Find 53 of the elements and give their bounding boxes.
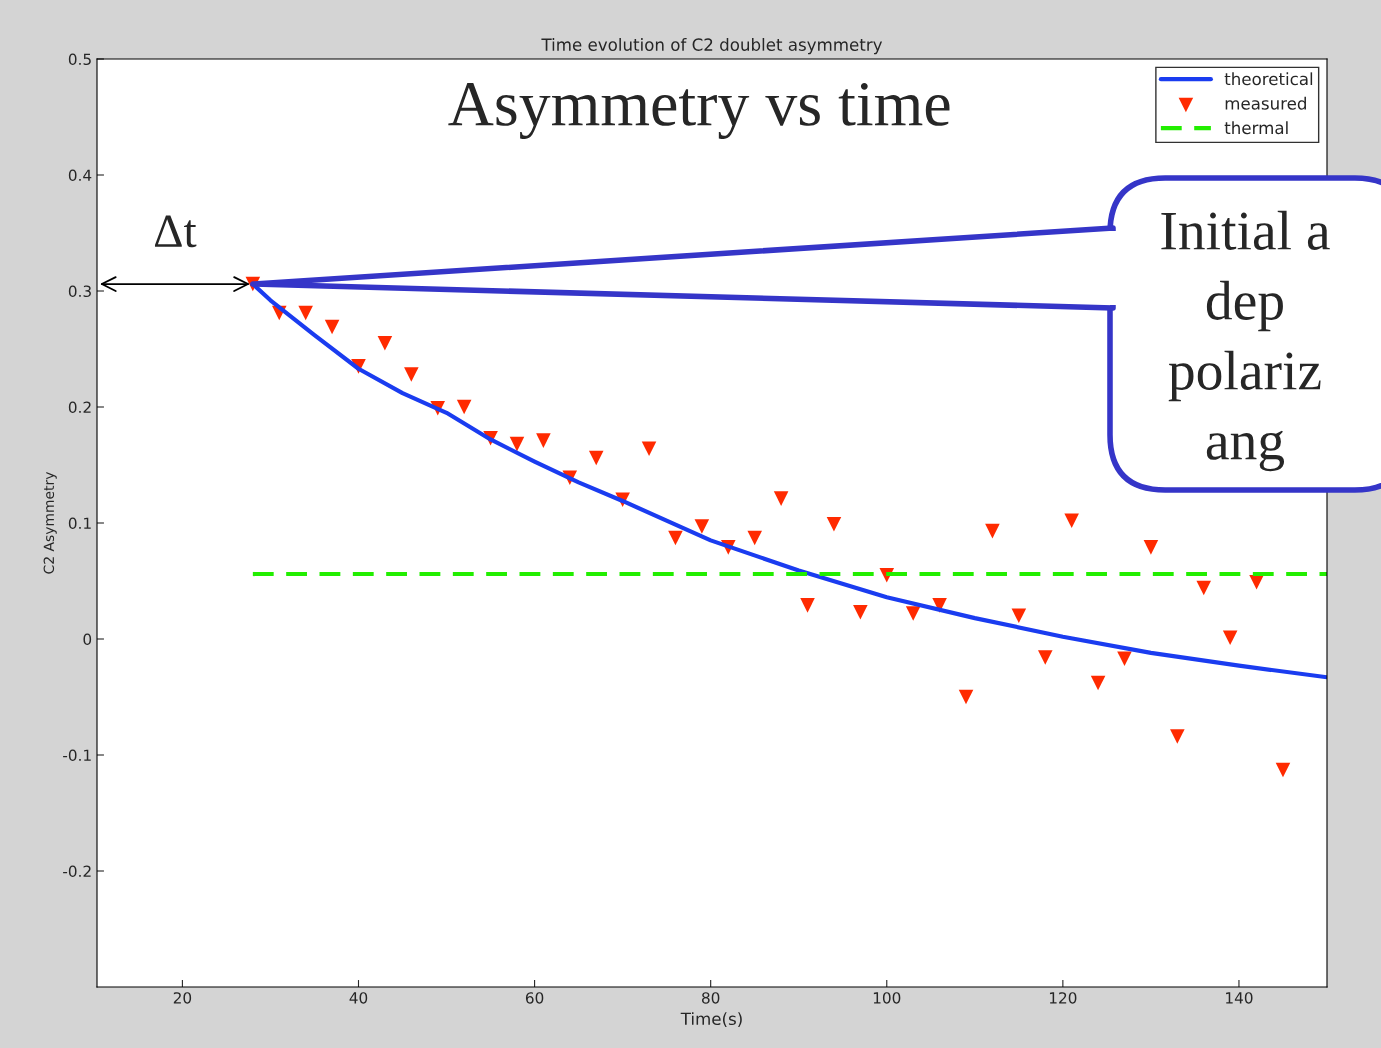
y-tick-label: 0.1 xyxy=(68,517,91,530)
point xyxy=(1196,580,1212,596)
point xyxy=(905,606,921,621)
x-tick-label: 120 xyxy=(1049,992,1077,1004)
legend-label: thermal xyxy=(1224,121,1288,135)
point xyxy=(456,399,472,415)
x-axis-title: Time(s) xyxy=(680,1012,742,1028)
point xyxy=(1117,651,1132,666)
chart-title: Time evolution of C2 doublet asymmetry xyxy=(541,38,883,55)
point xyxy=(694,519,710,534)
point xyxy=(853,605,868,620)
x-tick-label: 80 xyxy=(701,992,720,1004)
point xyxy=(298,305,313,321)
point xyxy=(1064,513,1079,528)
x-tick-label: 60 xyxy=(525,992,544,1004)
legend-label: measured xyxy=(1225,96,1306,110)
point xyxy=(1143,540,1159,555)
point xyxy=(324,319,340,335)
x-tick-label: 40 xyxy=(349,992,368,1004)
x-tick-label: 100 xyxy=(873,992,901,1004)
y-axis-title: C2 Asymmetry xyxy=(43,471,57,574)
annotation: Initial a dep polariz ang xyxy=(1161,210,1330,472)
point xyxy=(1090,675,1106,691)
y-tick-label: 0.3 xyxy=(68,285,91,298)
annotation: Δt xyxy=(154,215,197,248)
point xyxy=(826,516,842,532)
y-tick-label: 0.2 xyxy=(68,401,91,414)
point xyxy=(377,335,393,351)
point xyxy=(747,530,762,546)
x-tick-label: 20 xyxy=(173,992,192,1004)
point xyxy=(668,530,683,546)
annotation: Asymmetry vs time xyxy=(448,82,950,140)
point xyxy=(1222,630,1238,646)
y-tick-label: 0 xyxy=(83,633,92,646)
y-tick-label: 0.5 xyxy=(68,53,91,66)
y-tick-label: -0.1 xyxy=(63,749,91,762)
point xyxy=(641,441,657,457)
point xyxy=(1011,608,1027,624)
point xyxy=(773,491,789,506)
x-tick-label: 140 xyxy=(1226,992,1253,1004)
point xyxy=(588,450,604,466)
point xyxy=(404,367,419,382)
legend-label: theoretical xyxy=(1224,72,1313,86)
y-tick-label: -0.2 xyxy=(63,865,91,878)
point xyxy=(1037,650,1053,665)
y-tick-label: 0.4 xyxy=(68,169,92,182)
point xyxy=(1275,762,1291,778)
point xyxy=(985,523,1000,539)
point xyxy=(1170,729,1185,744)
point xyxy=(509,436,525,452)
point xyxy=(958,689,974,705)
point xyxy=(536,433,551,448)
point xyxy=(800,598,815,613)
